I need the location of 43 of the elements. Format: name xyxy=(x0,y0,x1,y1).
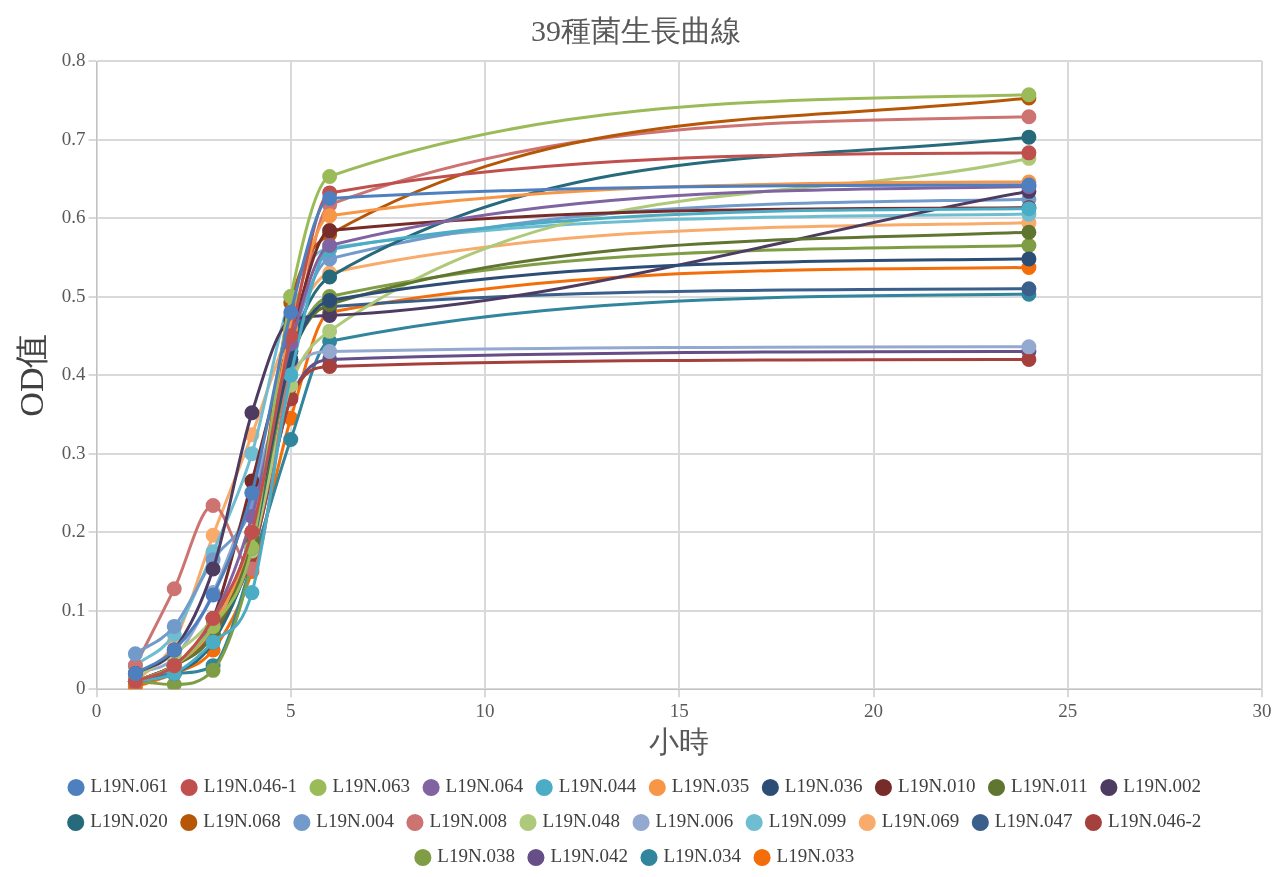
y-tick-label: 0.4 xyxy=(61,363,87,385)
legend-label: L19N.033 xyxy=(776,845,855,867)
legend-label: L19N.011 xyxy=(1011,775,1088,797)
legend-label: L19N.004 xyxy=(316,810,395,832)
legend-label: L19N.069 xyxy=(881,810,960,832)
y-tick-label: 0.5 xyxy=(61,284,86,306)
y-tick-label: 0.1 xyxy=(61,598,86,620)
legend-label: L19N.035 xyxy=(671,775,750,797)
legend-label: L19N.064 xyxy=(445,775,524,797)
x-tick-label: 15 xyxy=(669,699,689,721)
legend-label: L19N.068 xyxy=(203,810,281,832)
y-tick-label: 0.8 xyxy=(61,48,86,70)
legend-label: L19N.008 xyxy=(429,810,508,832)
legend-label: L19N.020 xyxy=(90,810,168,832)
legend-label: L19N.046-1 xyxy=(203,775,298,797)
x-tick-label: 20 xyxy=(864,699,884,721)
x-tick-label: 30 xyxy=(1252,699,1272,721)
y-tick-label: 0 xyxy=(76,677,86,699)
legend-label: L19N.010 xyxy=(897,775,976,797)
x-tick-label: 10 xyxy=(475,699,495,721)
legend-label: L19N.006 xyxy=(655,810,734,832)
x-tick-label: 25 xyxy=(1058,699,1078,721)
legend-label: L19N.002 xyxy=(1123,775,1201,797)
legend-label: L19N.034 xyxy=(663,845,742,867)
legend-label: L19N.046-2 xyxy=(1107,810,1202,832)
y-tick-label: 0.2 xyxy=(61,520,86,542)
legend-label: L19N.038 xyxy=(437,845,515,867)
x-axis-title: 小時 xyxy=(649,724,710,758)
legend-label: L19N.048 xyxy=(542,810,621,832)
legend-label: L19N.044 xyxy=(558,775,637,797)
y-axis-title: OD值 xyxy=(13,333,51,417)
x-tick-label: 5 xyxy=(286,699,296,721)
legend-label: L19N.063 xyxy=(332,775,411,797)
chart-title: 39種菌生長曲線 xyxy=(531,13,741,47)
y-tick-label: 0.7 xyxy=(61,127,86,149)
y-tick-label: 0.6 xyxy=(61,206,86,228)
legend-label: L19N.047 xyxy=(994,810,1073,832)
legend-label: L19N.099 xyxy=(768,810,847,832)
y-tick-label: 0.3 xyxy=(61,441,86,463)
legend-label: L19N.036 xyxy=(784,775,863,797)
x-tick-label: 0 xyxy=(91,699,102,721)
legend-label: L19N.042 xyxy=(550,845,628,867)
legend-label: L19N.061 xyxy=(90,775,169,797)
